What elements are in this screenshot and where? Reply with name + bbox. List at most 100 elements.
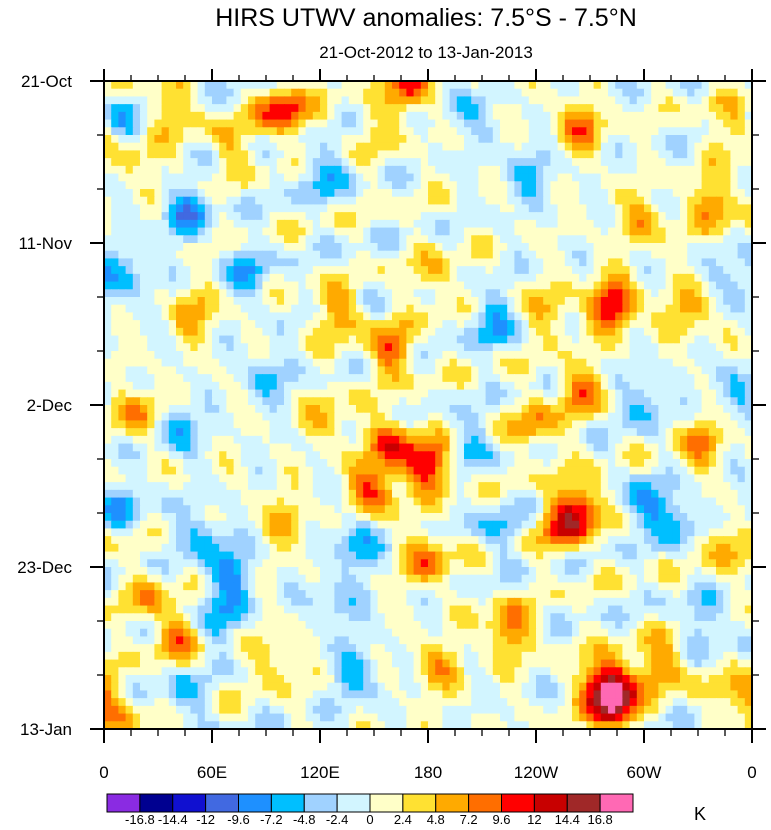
field-cell bbox=[593, 351, 602, 360]
field-cell bbox=[456, 435, 465, 445]
field-cell bbox=[384, 327, 393, 337]
field-cell bbox=[478, 497, 487, 506]
field-cell bbox=[701, 412, 710, 422]
field-cell bbox=[435, 104, 443, 113]
field-cell bbox=[320, 443, 328, 452]
field-cell bbox=[636, 405, 645, 414]
field-cell bbox=[629, 212, 638, 221]
field-cell bbox=[658, 312, 667, 321]
field-cell bbox=[651, 135, 659, 144]
field-cell bbox=[500, 158, 508, 167]
field-cell bbox=[730, 389, 739, 398]
field-cell bbox=[255, 258, 263, 267]
field-cell bbox=[226, 104, 235, 113]
field-cell bbox=[104, 320, 112, 329]
field-cell bbox=[629, 88, 638, 98]
field-cell bbox=[716, 405, 724, 414]
field-cell bbox=[413, 343, 422, 352]
field-cell bbox=[615, 196, 623, 206]
field-cell bbox=[154, 104, 163, 113]
field-cell bbox=[615, 320, 623, 329]
field-cell bbox=[572, 204, 580, 213]
field-cell bbox=[464, 243, 472, 252]
field-cell bbox=[125, 281, 134, 290]
field-cell bbox=[608, 343, 616, 352]
field-cell bbox=[615, 227, 623, 236]
field-cell bbox=[622, 358, 631, 368]
field-cell bbox=[687, 474, 695, 483]
field-cell bbox=[456, 489, 465, 499]
field-cell bbox=[622, 81, 631, 90]
field-cell bbox=[449, 389, 458, 398]
field-cell bbox=[615, 420, 623, 429]
field-cell bbox=[672, 443, 681, 452]
field-cell bbox=[622, 158, 631, 167]
field-cell bbox=[629, 381, 638, 391]
field-cell bbox=[615, 466, 623, 476]
field-cell bbox=[492, 165, 501, 175]
field-cell bbox=[694, 196, 703, 206]
field-cell bbox=[615, 351, 623, 360]
field-cell bbox=[420, 397, 429, 406]
field-cell bbox=[370, 443, 379, 452]
field-cell bbox=[442, 435, 451, 445]
field-cell bbox=[284, 343, 292, 352]
field-cell bbox=[536, 435, 544, 445]
field-cell bbox=[536, 111, 544, 121]
field-cell bbox=[226, 227, 235, 236]
field-cell bbox=[370, 212, 379, 221]
field-cell bbox=[190, 443, 199, 452]
field-cell bbox=[665, 443, 674, 452]
field-cell bbox=[320, 397, 328, 406]
field-cell bbox=[586, 459, 595, 468]
field-cell bbox=[672, 173, 681, 182]
field-cell bbox=[428, 482, 436, 491]
field-cell bbox=[111, 289, 119, 298]
field-cell bbox=[528, 250, 537, 260]
field-cell bbox=[564, 165, 573, 175]
field-cell bbox=[154, 150, 163, 159]
field-cell bbox=[226, 420, 235, 429]
field-cell bbox=[449, 104, 458, 113]
field-cell bbox=[428, 374, 436, 383]
field-cell bbox=[298, 81, 307, 90]
field-cell bbox=[644, 420, 652, 429]
field-cell bbox=[183, 443, 191, 452]
field-cell bbox=[572, 88, 580, 98]
field-cell bbox=[219, 235, 227, 244]
field-cell bbox=[399, 243, 407, 252]
field-cell bbox=[176, 104, 184, 113]
field-cell bbox=[399, 505, 407, 514]
field-cell bbox=[312, 320, 321, 329]
field-cell bbox=[190, 320, 199, 329]
field-cell bbox=[363, 273, 371, 283]
field-cell bbox=[161, 212, 170, 221]
field-cell bbox=[694, 104, 703, 113]
field-cell bbox=[276, 435, 285, 445]
field-cell bbox=[327, 412, 335, 422]
field-cell bbox=[413, 389, 422, 398]
field-cell bbox=[406, 289, 415, 298]
field-cell bbox=[492, 358, 501, 368]
field-cell bbox=[442, 297, 451, 306]
field-cell bbox=[680, 127, 688, 136]
field-cell bbox=[392, 165, 400, 175]
field-cell bbox=[485, 459, 494, 468]
field-cell bbox=[507, 243, 515, 252]
field-cell bbox=[363, 227, 371, 236]
field-cell bbox=[658, 320, 667, 329]
field-cell bbox=[680, 204, 688, 213]
field-cell bbox=[384, 165, 393, 175]
field-cell bbox=[140, 466, 148, 476]
field-cell bbox=[536, 227, 544, 236]
field-cell bbox=[579, 281, 587, 290]
field-cell bbox=[737, 482, 746, 491]
field-cell bbox=[550, 96, 559, 105]
field-cell bbox=[125, 335, 134, 344]
field-cell bbox=[478, 273, 487, 283]
field-cell bbox=[168, 304, 177, 314]
field-cell bbox=[680, 381, 688, 391]
field-cell bbox=[737, 88, 746, 98]
field-cell bbox=[320, 111, 328, 121]
field-cell bbox=[147, 281, 155, 290]
